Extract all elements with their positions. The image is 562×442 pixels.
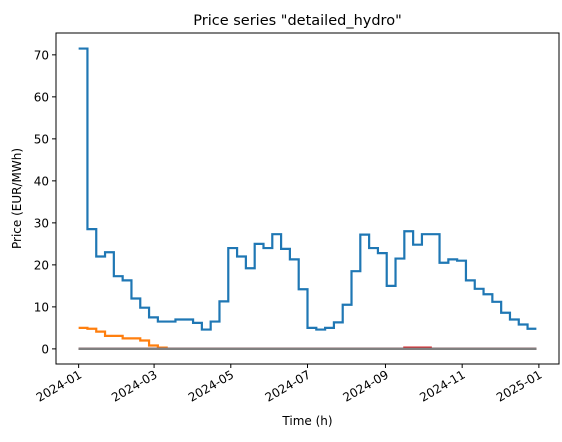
y-tick-label: 20 xyxy=(34,258,49,272)
y-tick-label: 40 xyxy=(34,174,49,188)
y-tick-label: 60 xyxy=(34,90,49,104)
series-line-1 xyxy=(78,47,537,331)
x-axis: 2024-01 2024-03 2024-05 2024-07 2024-09 2024-… xyxy=(34,364,544,405)
series-layer xyxy=(78,47,537,350)
x-tick-label: 2024-03 xyxy=(109,367,159,404)
x-tick-label: 2024-11 xyxy=(417,367,467,404)
y-tick-label: 70 xyxy=(34,48,49,62)
y-tick-label: 10 xyxy=(34,300,49,314)
series-line-2 xyxy=(78,326,537,350)
y-tick-label: 0 xyxy=(41,342,49,356)
x-tick-label: 2024-07 xyxy=(263,367,313,404)
x-tick-label: 2024-05 xyxy=(186,367,236,404)
x-tick-label: 2024-01 xyxy=(34,367,84,404)
chart-title: Price series "detailed_hydro" xyxy=(193,13,402,29)
y-tick-label: 30 xyxy=(34,216,49,230)
x-axis-label: Time (h) xyxy=(281,414,332,428)
x-tick-label: 2024-09 xyxy=(341,367,391,404)
y-axis: 0 10 20 30 40 50 60 70 xyxy=(34,48,56,356)
y-axis-label: Price (EUR/MWh) xyxy=(10,148,24,249)
y-tick-label: 50 xyxy=(34,132,49,146)
x-tick-label: 2025-01 xyxy=(494,367,544,404)
